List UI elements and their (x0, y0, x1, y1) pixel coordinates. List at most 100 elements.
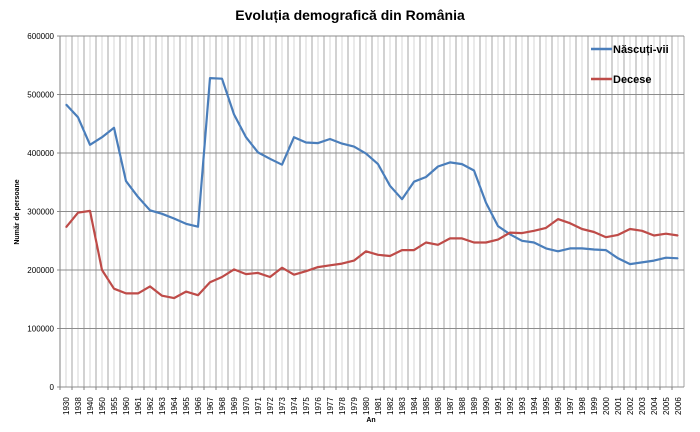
x-tick-label: 2003 (638, 397, 647, 415)
x-tick-label: 1964 (170, 397, 179, 415)
x-tick-label: 2001 (614, 397, 623, 415)
x-tick-label: 2006 (674, 397, 683, 415)
data-point (437, 165, 439, 168)
series-lines (65, 76, 679, 300)
data-point (293, 136, 295, 138)
x-tick-label: 1989 (470, 397, 479, 415)
y-axis: 0 100000 200000 300000 400000 500000 600000 (27, 32, 61, 392)
x-tick-label: 1983 (398, 397, 407, 415)
data-point (125, 292, 127, 294)
x-tick-label: 1930 (62, 397, 71, 415)
x-tick-label: 2000 (602, 397, 611, 415)
series-line-births (65, 76, 679, 266)
data-point (461, 163, 463, 165)
x-tick-label: 1963 (158, 397, 167, 415)
data-point (137, 196, 139, 198)
data-point (185, 291, 187, 293)
x-tick-label: 1980 (362, 397, 371, 415)
x-tick-label: 1972 (266, 397, 275, 415)
y-tick-label: 200000 (27, 266, 54, 275)
data-point (401, 198, 403, 200)
data-point (221, 78, 223, 80)
x-tick-label: 2002 (626, 397, 635, 415)
x-tick-label: 1977 (326, 397, 335, 415)
data-point (281, 267, 283, 269)
data-point (149, 209, 151, 211)
data-point (425, 241, 427, 244)
x-tick-label: 1994 (530, 397, 539, 415)
data-point (521, 232, 523, 234)
data-point (101, 136, 103, 138)
x-tick-label: 1961 (134, 397, 143, 415)
x-tick-label: 1993 (518, 397, 527, 415)
data-point (77, 212, 79, 214)
data-point (113, 127, 115, 129)
x-tick-label: 1992 (506, 397, 515, 415)
data-point (641, 230, 643, 232)
data-point (581, 228, 583, 230)
data-point (605, 236, 607, 238)
data-point (485, 202, 487, 204)
data-point (113, 288, 115, 290)
x-tick-label: 1995 (542, 397, 551, 415)
legend-label-births: Născuți-vii (613, 44, 669, 56)
x-tick-label: 1960 (122, 397, 131, 415)
data-point (269, 276, 271, 278)
data-point (533, 241, 535, 244)
data-point (425, 176, 427, 178)
data-point (221, 276, 223, 278)
data-point (317, 142, 319, 144)
data-point (365, 152, 367, 155)
data-point (173, 217, 175, 220)
data-point (581, 247, 583, 249)
grid (57, 35, 685, 388)
data-point (509, 231, 511, 234)
data-point (593, 231, 595, 233)
x-tick-label: 1966 (194, 397, 203, 415)
data-point (377, 254, 379, 256)
data-point (593, 248, 595, 251)
data-point (389, 185, 391, 187)
data-point (281, 164, 283, 166)
data-point (305, 141, 307, 144)
x-tick-label: 1976 (314, 397, 323, 415)
data-point (449, 161, 451, 163)
data-point (461, 237, 463, 240)
x-tick-label: 1982 (386, 397, 395, 415)
x-tick-label: 1950 (98, 397, 107, 415)
data-point (377, 163, 379, 165)
x-tick-label: 1940 (86, 397, 95, 415)
data-point (473, 241, 475, 244)
data-point (65, 226, 67, 228)
data-point (257, 151, 259, 154)
data-point (677, 234, 679, 237)
data-point (653, 260, 655, 262)
data-point (341, 143, 343, 145)
data-point (269, 158, 271, 160)
data-point (293, 274, 295, 276)
data-point (545, 247, 547, 249)
x-tick-label: 1969 (230, 397, 239, 415)
data-point (125, 180, 127, 182)
data-point (161, 295, 163, 297)
data-point (65, 103, 67, 106)
x-tick-label: 1984 (410, 397, 419, 415)
data-point (149, 285, 151, 287)
data-point (629, 228, 631, 230)
data-point (341, 262, 343, 265)
x-tick-label: 1986 (434, 397, 443, 415)
data-point (197, 294, 199, 296)
data-point (653, 234, 655, 237)
data-point (173, 297, 175, 299)
legend: Născuți-vii Decese (591, 44, 669, 86)
x-tick-label: 1955 (110, 397, 119, 415)
data-point (329, 138, 331, 140)
data-point (245, 273, 247, 275)
data-point (629, 263, 631, 265)
x-tick-label: 1991 (494, 397, 503, 415)
x-tick-label: 1967 (206, 397, 215, 415)
data-point (161, 213, 163, 215)
x-tick-label: 1979 (350, 397, 359, 415)
chart-title: Evoluția demografică din România (235, 7, 465, 23)
